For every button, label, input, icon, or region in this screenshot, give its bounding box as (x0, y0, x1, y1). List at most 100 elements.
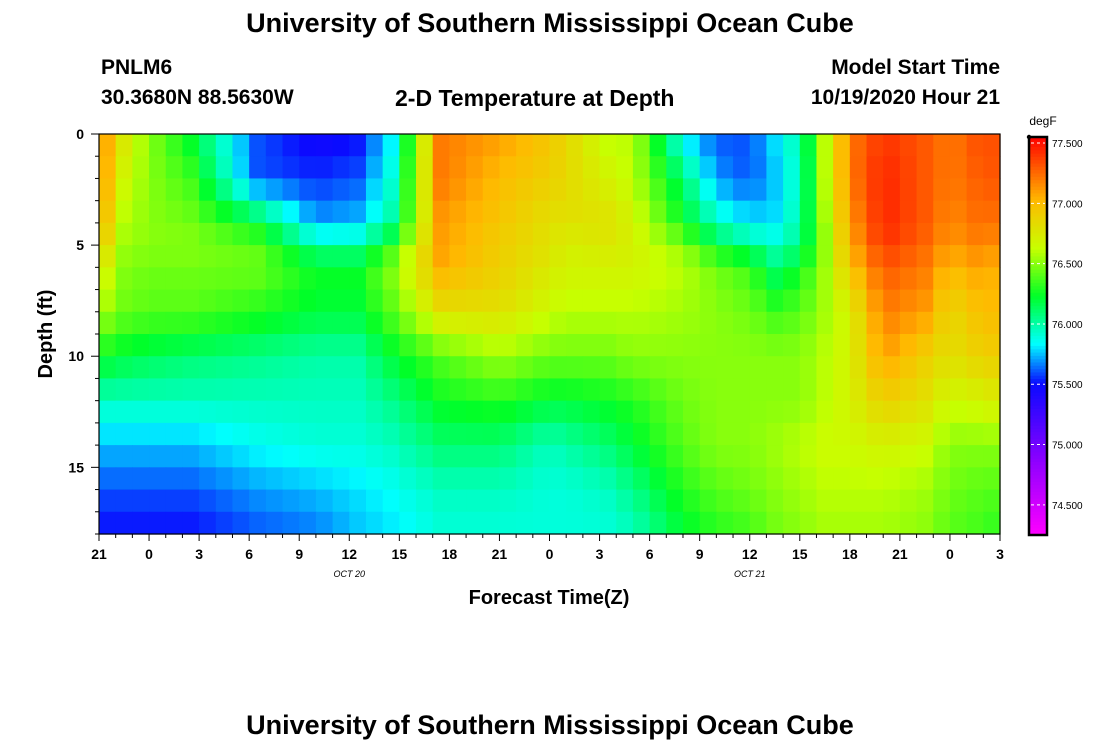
heatmap-cell (466, 467, 484, 491)
heatmap-cell (249, 400, 267, 424)
heatmap-cell (416, 378, 434, 402)
heatmap-cell (349, 178, 367, 202)
colorbar-tick-label: 76.500 (1052, 260, 1083, 271)
heatmap-cell (883, 356, 901, 380)
heatmap-cell (966, 422, 984, 446)
colorbar-segment (1029, 375, 1047, 380)
heatmap-cell (265, 356, 284, 380)
heatmap-cell (416, 134, 434, 157)
heatmap-cell (265, 289, 284, 313)
heatmap-cell (249, 467, 267, 491)
heatmap-cell (499, 134, 517, 157)
heatmap-cell (165, 289, 184, 313)
heatmap-cell (399, 445, 417, 468)
heatmap-cell (199, 178, 217, 202)
heatmap-cell (432, 267, 450, 291)
heatmap-cell (866, 289, 884, 313)
heatmap-cell (733, 400, 751, 424)
heatmap-cell (282, 378, 300, 402)
heatmap-cell (549, 400, 567, 424)
heatmap-cell (249, 422, 267, 446)
heatmap-cell (766, 356, 784, 380)
heatmap-cell (516, 334, 534, 357)
heatmap-cell (916, 489, 934, 513)
heatmap-cell (232, 378, 250, 402)
heatmap-cell (382, 134, 400, 157)
colorbar-segment (1029, 209, 1047, 214)
heatmap-cell (115, 267, 133, 291)
heatmap-cell (582, 311, 601, 335)
heatmap-cell (449, 511, 467, 535)
heatmap-cell (699, 467, 717, 491)
colorbar-segment (1029, 302, 1047, 307)
heatmap-cell (182, 400, 200, 424)
colorbar-segment (1029, 452, 1047, 456)
colorbar-segment (1029, 160, 1047, 165)
heatmap-cell (349, 467, 367, 491)
colorbar-segment (1029, 223, 1047, 228)
heatmap-cell (282, 134, 300, 157)
heatmap-cell (299, 245, 317, 268)
heatmap-cell (99, 156, 117, 180)
colorbar-segment (1029, 282, 1047, 287)
heatmap-cell (282, 356, 300, 380)
heatmap-cell (449, 467, 467, 491)
heatmap-cell (499, 511, 517, 535)
heatmap-cell (666, 378, 684, 402)
heatmap-cell (365, 178, 384, 202)
heatmap-cell (849, 311, 868, 335)
heatmap-cell (699, 311, 717, 335)
heatmap-cell (399, 222, 417, 246)
colorbar-segment (1029, 206, 1047, 211)
y-tick-label: 0 (76, 126, 84, 142)
colorbar-segment (1029, 146, 1047, 151)
colorbar-segment (1029, 166, 1047, 171)
heatmap-cell (866, 445, 884, 468)
heatmap-cell (833, 467, 851, 491)
heatmap-cell (616, 511, 634, 535)
heatmap-cell (149, 200, 167, 224)
heatmap-cell (749, 200, 768, 224)
heatmap-cell (215, 156, 234, 180)
colorbar-segment (1029, 471, 1047, 476)
heatmap-cell (582, 200, 601, 224)
heatmap-cell (582, 267, 601, 291)
heatmap-cell (566, 178, 584, 202)
heatmap-cell (799, 334, 818, 357)
heatmap-cell (749, 511, 768, 535)
heatmap-cell (532, 467, 551, 491)
heatmap-cell (132, 467, 150, 491)
heatmap-cell (599, 511, 617, 535)
heatmap-cell (899, 134, 918, 157)
heatmap-cell (699, 178, 717, 202)
heatmap-cell (733, 445, 751, 468)
heatmap-cell (766, 400, 784, 424)
heatmap-cell (799, 156, 818, 180)
heatmap-cell (365, 245, 384, 268)
heatmap-cell (682, 511, 701, 535)
heatmap-cell (215, 289, 234, 313)
heatmap-cell (816, 378, 834, 402)
heatmap-cell (382, 400, 400, 424)
heatmap-cell (766, 511, 784, 535)
heatmap-cell (165, 134, 184, 157)
colorbar-segment (1029, 263, 1047, 267)
colorbar: 74.500 75.000 75.500 76.000 76.500 77.000 77.5… (1026, 134, 1083, 537)
heatmap-cell (182, 422, 200, 446)
heatmap-cell (349, 289, 367, 313)
heatmap-cell (265, 511, 284, 535)
heatmap-cell (215, 422, 234, 446)
heatmap-cell (749, 400, 768, 424)
colorbar-segment (1029, 505, 1047, 510)
heatmap-cell (649, 267, 667, 291)
heatmap-cell (966, 356, 984, 380)
heatmap-cell (699, 445, 717, 468)
colorbar-segment (1029, 359, 1047, 364)
colorbar-segment (1029, 485, 1047, 490)
heatmap-cell (582, 400, 601, 424)
heatmap-cell (549, 134, 567, 157)
heatmap-cell (816, 467, 834, 491)
heatmap-cell (232, 178, 250, 202)
heatmap-cell (749, 222, 768, 246)
heatmap-cell (733, 156, 751, 180)
